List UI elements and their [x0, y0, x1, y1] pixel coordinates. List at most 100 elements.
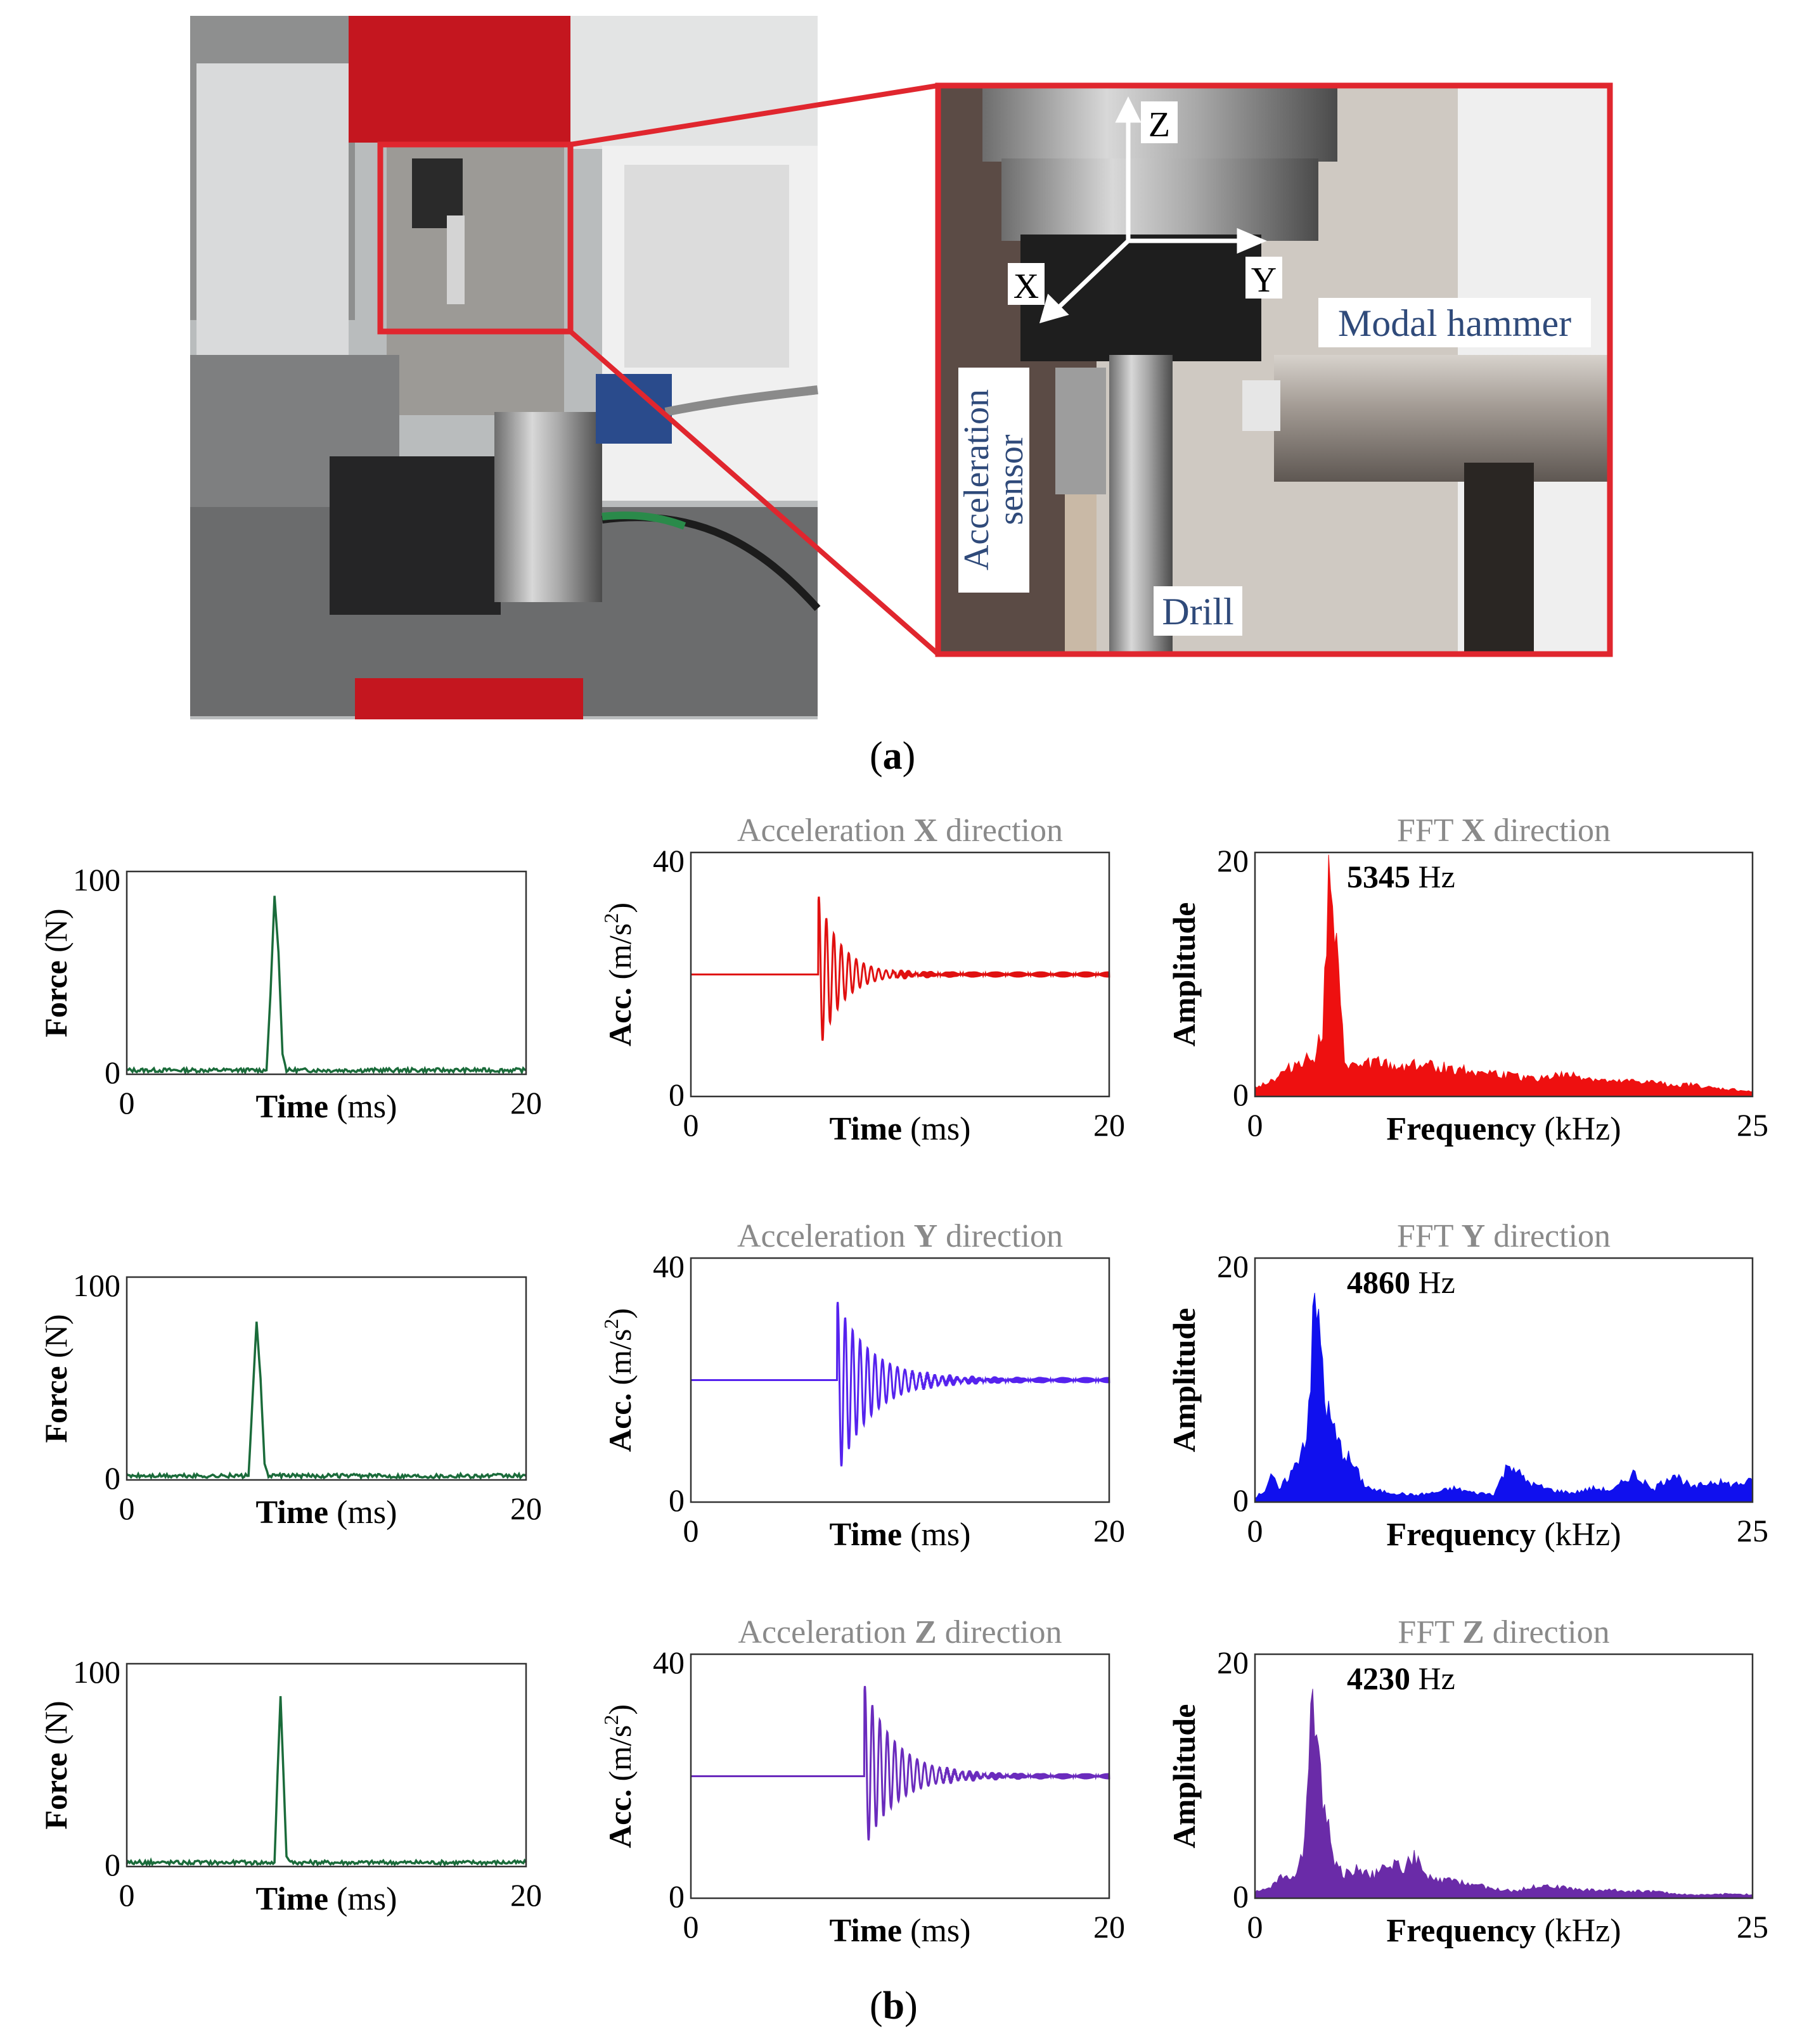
chart-fft-x: FFT X direction 5345 Hz 0 20 0 25 Frequency (k…: [1166, 813, 1768, 1147]
caption-b-letter: b: [882, 1984, 905, 2028]
caption-b: (b): [870, 1984, 918, 2028]
zoom-line-bottom: [569, 329, 940, 657]
modal-hammer-label-box: [1318, 298, 1591, 347]
y-label-box: [1245, 257, 1282, 299]
x-tick-label: 25: [1737, 1107, 1768, 1143]
y-axis-label-name: Amplitude: [1166, 1704, 1202, 1849]
acceleration-series-line: [691, 896, 1110, 1041]
x-axis-label-unit: (ms): [328, 1089, 397, 1125]
caption-a-letter: a: [882, 735, 903, 778]
chart-acc-z: Acceleration Z direction 0 40 0 20 Time (ms) A…: [600, 1614, 1125, 1949]
x-axis-label-name: Time: [830, 1111, 903, 1147]
z-axis-label: Z: [1148, 105, 1170, 145]
chart-title-axis: Z: [915, 1614, 937, 1650]
y-tick-label: 40: [653, 1249, 685, 1284]
y-axis-label: Acc. (m/s2): [600, 1704, 638, 1848]
y-axis-label-close: ): [602, 1704, 638, 1715]
chart-title-axis: Z: [1462, 1614, 1484, 1650]
chart-title-prefix: Acceleration: [738, 1614, 915, 1650]
y-axis-label-unit: (m/s: [602, 1329, 638, 1393]
plot-area: [1254, 1688, 1753, 1899]
z-label-box: [1141, 101, 1178, 143]
y-tick-label: 0: [669, 1879, 685, 1914]
y-axis-label-unit: (m/s: [602, 1725, 638, 1789]
chart-title-suffix: direction: [1484, 1614, 1610, 1650]
x-tick-label: 0: [1247, 1513, 1263, 1548]
x-tick-label: 0: [683, 1513, 699, 1548]
y-axis-label: Amplitude: [1166, 903, 1202, 1047]
y-axis-label: Amplitude: [1166, 1704, 1202, 1849]
chart-title-axis: Y: [1462, 1218, 1486, 1254]
x-axis-label-unit: (ms): [902, 1111, 970, 1147]
x-tick-label: 20: [1093, 1107, 1125, 1143]
y-tick-label: 20: [1217, 843, 1249, 878]
chart-title: FFT X direction: [1397, 813, 1611, 849]
x-axis-label-name: Time: [256, 1089, 329, 1125]
plot-frame: [125, 1276, 527, 1481]
x-axis-label-name: Time: [256, 1494, 329, 1531]
x-axis-label-name: Frequency: [1386, 1111, 1536, 1147]
fft-spectrum-area: [1254, 1688, 1753, 1899]
peak-frequency-unit: Hz: [1410, 1661, 1455, 1696]
acceleration-sensor-label-line2: sensor: [991, 434, 1031, 525]
y-axis-label-exponent: 2: [600, 1319, 622, 1329]
peak-frequency-unit: Hz: [1410, 1264, 1455, 1300]
y-axis-label-name: Force: [38, 1366, 74, 1443]
x-axis-label-name: Time: [830, 1517, 903, 1553]
plot-frame: [125, 1662, 527, 1868]
chart-title-prefix: FFT: [1397, 1218, 1462, 1254]
y-axis-label-group: Force (N): [38, 1314, 74, 1443]
fft-spectrum-area: [1254, 1292, 1753, 1503]
x-tick-label: 0: [119, 1085, 135, 1121]
fft-spectrum-area: [1254, 854, 1753, 1097]
plot-area: [691, 1686, 1110, 1841]
y-axis-label: Y: [1251, 260, 1277, 300]
y-axis-label-group: Amplitude: [1166, 1704, 1202, 1849]
plot-area: [125, 1321, 527, 1481]
y-axis-label-unit: (N): [38, 908, 74, 960]
chart-force-x: 0 100 0 20 Time (ms) Force (N): [38, 862, 542, 1125]
x-axis-label-unit: (kHz): [1536, 1111, 1621, 1147]
y-axis-label-exponent: 2: [600, 913, 622, 923]
y-axis-label-unit: (N): [38, 1700, 74, 1752]
x-tick-label: 20: [1093, 1909, 1125, 1944]
y-axis-label-group: Amplitude: [1166, 1308, 1202, 1453]
y-axis-label-name: Amplitude: [1166, 903, 1202, 1047]
x-tick-label: 20: [1093, 1513, 1125, 1548]
x-axis-label: Time (ms): [830, 1913, 971, 1949]
x-tick-label: 0: [683, 1909, 699, 1944]
x-axis-label-unit: (kHz): [1536, 1517, 1621, 1553]
y-tick-label: 20: [1217, 1249, 1249, 1284]
y-axis-label: Force (N): [38, 1700, 74, 1829]
y-axis-label-group: Acc. (m/s2): [600, 1704, 638, 1848]
chart-title-axis: Y: [914, 1218, 938, 1254]
y-axis-label-unit: (m/s: [602, 923, 638, 987]
y-axis-label-group: Force (N): [38, 1700, 74, 1829]
force-series-line: [125, 1696, 527, 1867]
plot-area: [1254, 1292, 1753, 1503]
y-axis-label-unit: (N): [38, 1314, 74, 1366]
y-tick-label: 0: [669, 1077, 685, 1112]
chart-fft-y: FFT Y direction 4860 Hz 0 20 0 25 Frequency (k…: [1166, 1218, 1768, 1553]
x-axis-label: Frequency (kHz): [1386, 1913, 1621, 1949]
y-tick-label: 0: [1233, 1482, 1249, 1518]
y-axis-label: Acc. (m/s2): [600, 1308, 638, 1452]
chart-acc-x: Acceleration X direction 0 40 0 20 Time (ms) A…: [600, 813, 1125, 1147]
y-axis-label-close: ): [602, 1308, 638, 1319]
chart-title: Acceleration Z direction: [738, 1614, 1062, 1650]
y-axis-label-name: Force: [38, 960, 74, 1037]
y-axis-label-group: Acc. (m/s2): [600, 903, 638, 1046]
x-tick-label: 0: [1247, 1909, 1263, 1944]
chart-title-prefix: Acceleration: [737, 813, 914, 849]
plot-frame: [125, 870, 527, 1076]
x-axis-label: Frequency (kHz): [1386, 1111, 1621, 1147]
y-axis-label: Amplitude: [1166, 1308, 1202, 1453]
y-tick-label: 0: [105, 1055, 120, 1090]
x-axis-label: Time (ms): [830, 1111, 971, 1147]
x-axis-label-name: Frequency: [1386, 1517, 1536, 1553]
peak-frequency-value: 4860: [1347, 1264, 1410, 1300]
peak-frequency-annotation: 4230 Hz: [1347, 1661, 1455, 1696]
y-axis-label-exponent: 2: [600, 1715, 622, 1725]
chart-title-suffix: direction: [937, 1218, 1063, 1254]
x-tick-label: 0: [119, 1877, 135, 1913]
